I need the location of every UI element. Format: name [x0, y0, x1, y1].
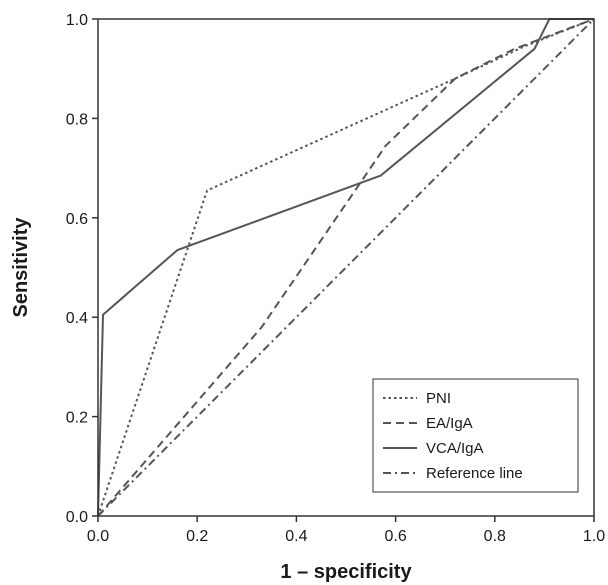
legend-label: VCA/IgA [426, 440, 484, 457]
axis-ticks [92, 18, 595, 522]
tick-labels: 0.0 0.2 0.4 0.6 0.8 1.0 0.0 0.2 0.4 0.6 0.8 1.0 [66, 12, 605, 545]
legend-label: Reference line [426, 465, 523, 482]
x-tick-label: 0.0 [87, 528, 109, 545]
y-tick-label: 0.4 [66, 310, 88, 327]
y-tick-label: 0.0 [66, 509, 88, 526]
y-axis-title: Sensitivity [10, 217, 32, 318]
y-tick-label: 1.0 [66, 12, 88, 29]
x-tick-label: 0.4 [285, 528, 307, 545]
legend-label: EA/IgA [426, 415, 473, 432]
legend-item: EA/IgA [383, 415, 473, 432]
x-tick-label: 0.2 [186, 528, 208, 545]
legend-item: PNI [383, 390, 451, 407]
series-line-ea-iga [97, 18, 595, 517]
legend-label: PNI [426, 390, 451, 407]
x-tick-label: 0.8 [484, 528, 506, 545]
x-axis-title: 1 – specificity [280, 561, 412, 583]
legend-item: VCA/IgA [383, 440, 484, 457]
legend: PNI EA/IgA VCA/IgA Reference line [372, 378, 579, 493]
plot-area-frame [97, 18, 595, 517]
x-tick-label: 0.6 [384, 528, 406, 545]
legend-item: Reference line [383, 465, 523, 482]
x-tick-label: 1.0 [583, 528, 605, 545]
y-tick-label: 0.2 [66, 410, 88, 427]
y-tick-label: 0.6 [66, 211, 88, 228]
y-tick-label: 0.8 [66, 111, 88, 128]
